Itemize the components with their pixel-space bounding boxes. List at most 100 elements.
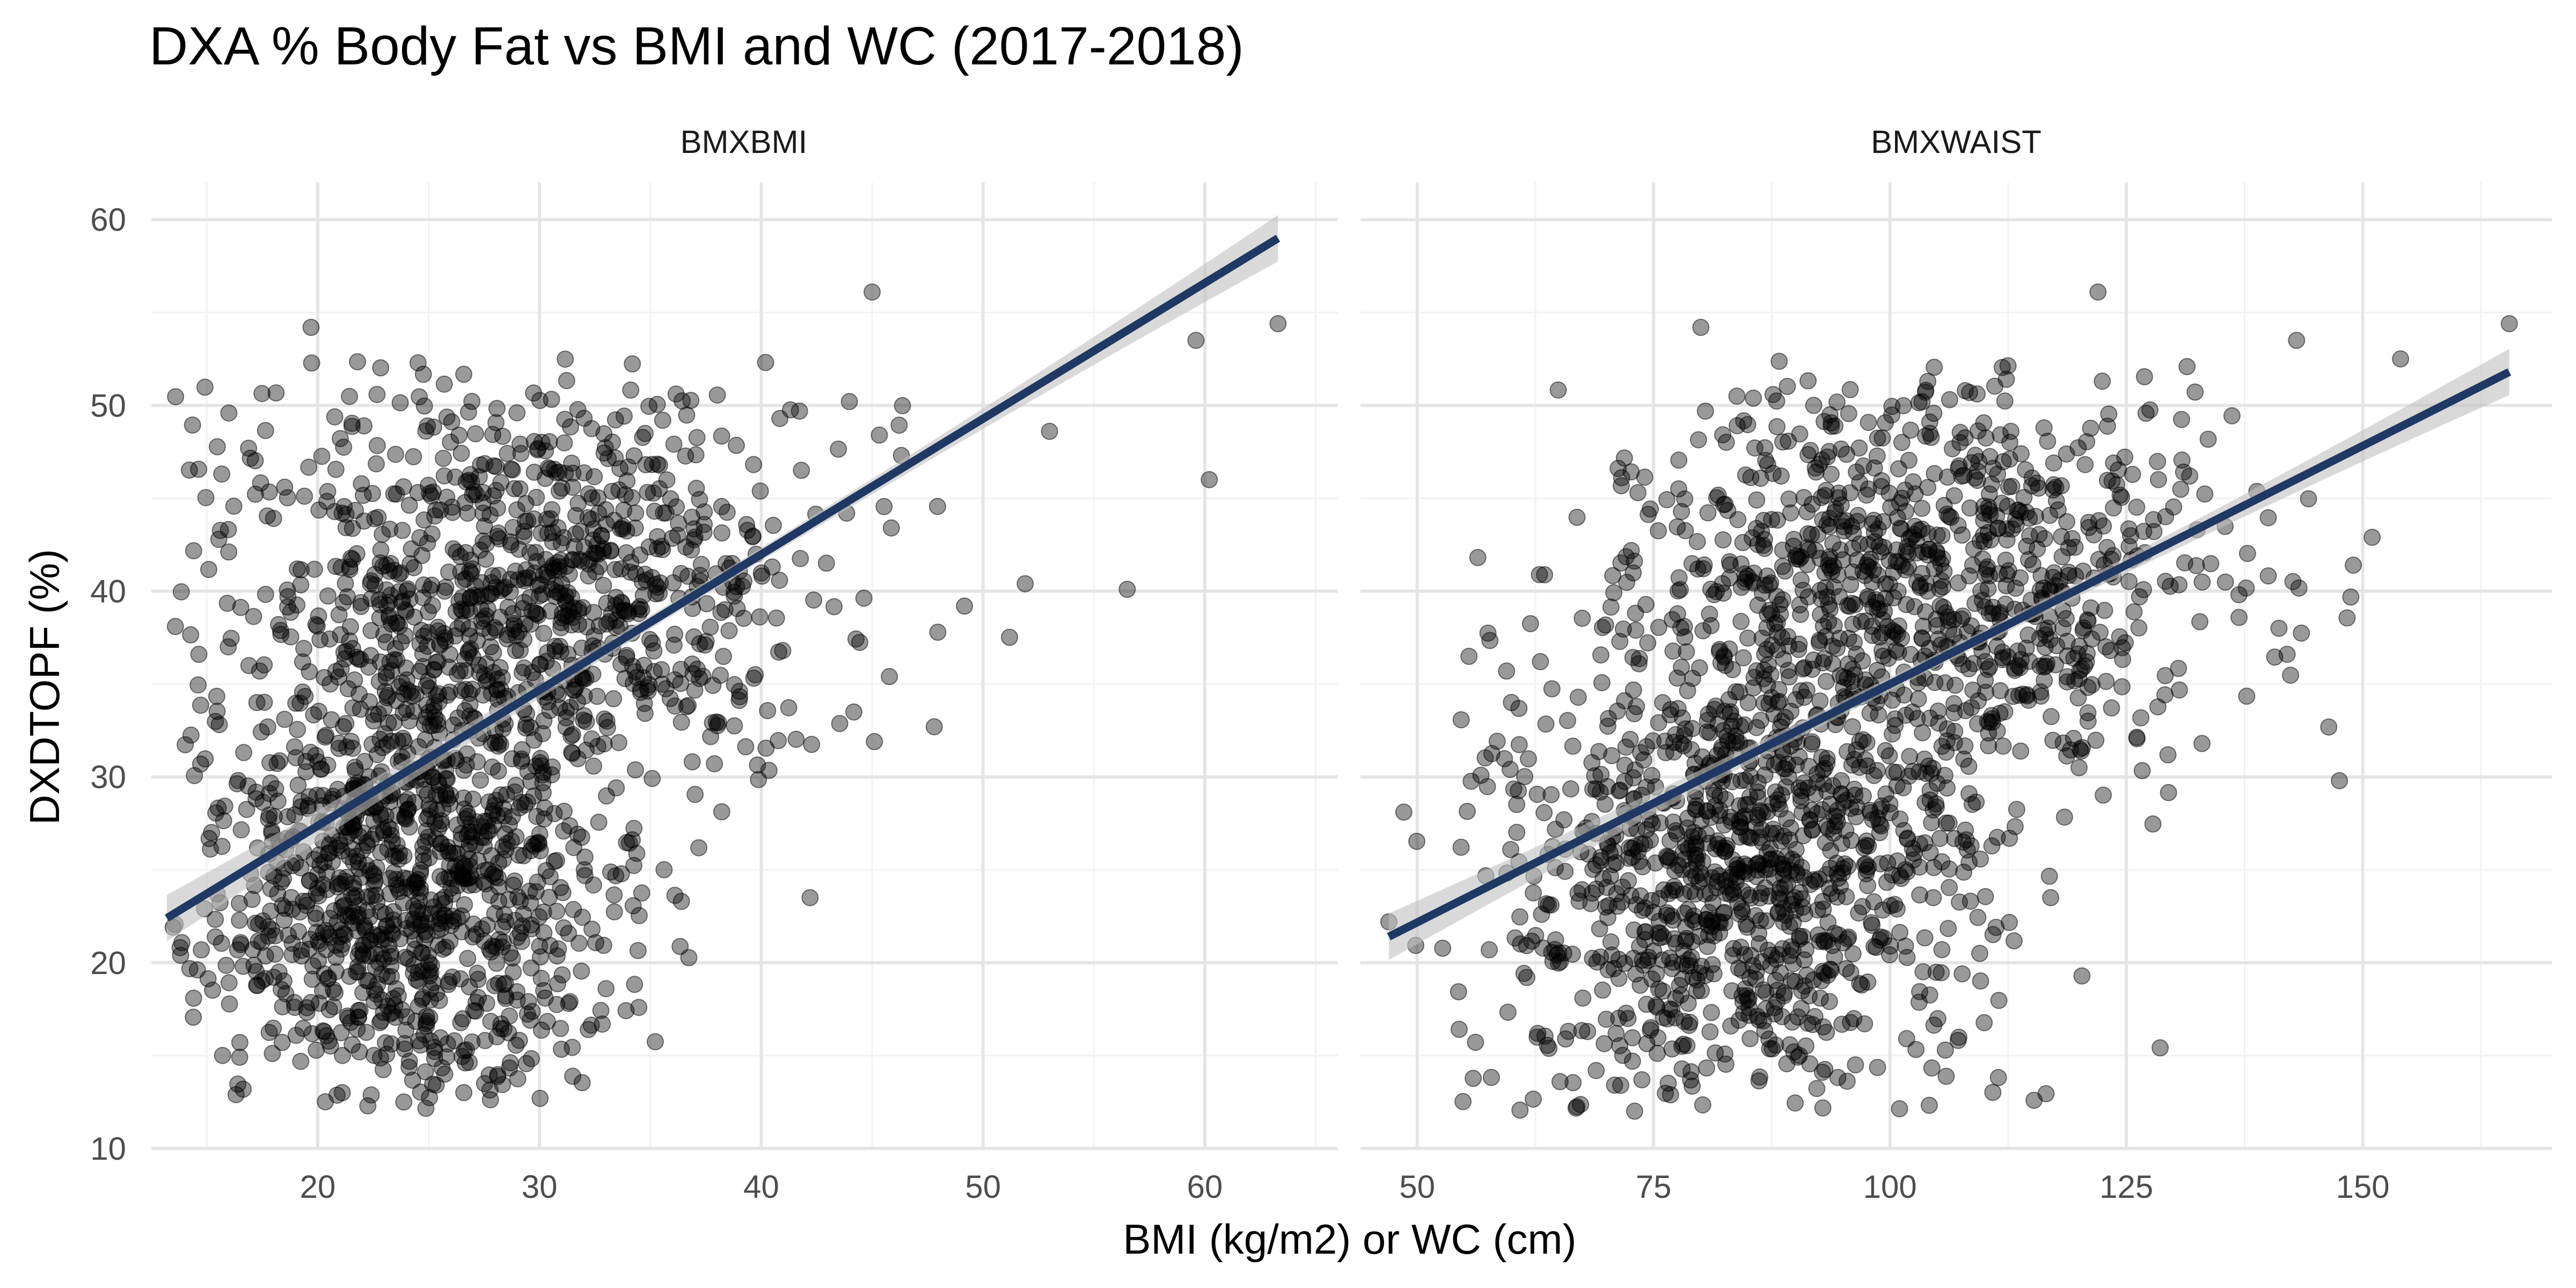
- data-point: [1679, 682, 1696, 699]
- data-point: [1926, 465, 1943, 482]
- data-point: [1700, 926, 1717, 943]
- data-point: [2331, 772, 2348, 789]
- data-point: [1941, 391, 1958, 408]
- data-point: [1774, 855, 1791, 873]
- y-tick-labels: 10 20 30 40 50 60: [90, 202, 126, 1167]
- data-point: [421, 1089, 438, 1107]
- data-point: [624, 355, 641, 372]
- data-point: [287, 694, 305, 712]
- data-point: [1820, 443, 1838, 460]
- data-point: [469, 971, 487, 988]
- data-point: [716, 601, 734, 619]
- data-point: [452, 444, 470, 462]
- data-point: [383, 1035, 400, 1053]
- data-point: [463, 393, 481, 410]
- data-point: [780, 699, 797, 716]
- data-point: [414, 365, 432, 383]
- data-point: [308, 910, 325, 927]
- data-point: [346, 671, 363, 689]
- data-point: [744, 528, 762, 545]
- data-point: [2259, 567, 2277, 585]
- data-point: [726, 587, 743, 605]
- data-point: [606, 449, 624, 467]
- data-point: [760, 762, 778, 779]
- data-point: [1913, 500, 1931, 517]
- data-point: [523, 1002, 541, 1020]
- data-point: [220, 543, 238, 561]
- x-tick-label: 125: [2099, 1169, 2153, 1205]
- data-point: [603, 482, 621, 500]
- data-point: [2097, 638, 2115, 656]
- data-point: [1626, 838, 1644, 855]
- data-point: [1628, 698, 1645, 715]
- y-tick-label: 30: [90, 759, 126, 795]
- data-point: [1689, 560, 1707, 578]
- data-point: [1930, 714, 1948, 732]
- data-point: [513, 750, 530, 768]
- data-point: [1886, 624, 1904, 641]
- scatter-points-waist: [1380, 283, 2518, 1120]
- data-point: [257, 586, 274, 603]
- data-point: [295, 640, 313, 657]
- data-point: [730, 683, 748, 700]
- data-point: [2103, 472, 2121, 490]
- data-point: [200, 830, 218, 847]
- data-point: [1857, 612, 1875, 630]
- data-point: [1692, 812, 1710, 830]
- data-point: [240, 440, 258, 457]
- data-point: [1946, 676, 1964, 694]
- data-point: [636, 705, 654, 722]
- data-point: [1678, 643, 1695, 661]
- data-point: [506, 872, 523, 890]
- data-point: [1673, 1060, 1691, 1078]
- data-point: [678, 406, 696, 424]
- data-point: [477, 672, 495, 690]
- data-point: [543, 501, 561, 518]
- data-point: [173, 934, 191, 952]
- data-point: [435, 625, 453, 642]
- data-point: [270, 963, 288, 981]
- data-point: [1964, 557, 1981, 574]
- data-point: [1657, 1085, 1674, 1102]
- data-point: [2116, 448, 2134, 466]
- data-point: [490, 567, 508, 584]
- data-point: [502, 533, 519, 551]
- data-point: [373, 991, 391, 1009]
- data-point: [1511, 1101, 1529, 1119]
- data-point: [1953, 467, 1971, 485]
- data-point: [1795, 489, 1813, 507]
- data-point: [1832, 785, 1850, 803]
- data-point: [1996, 392, 2014, 410]
- data-point: [1911, 886, 1929, 904]
- data-point: [1996, 703, 2014, 721]
- data-point: [407, 971, 425, 989]
- data-point: [190, 646, 208, 663]
- data-point: [327, 963, 345, 980]
- data-point: [1979, 661, 1997, 678]
- data-point: [370, 591, 388, 609]
- data-point: [1599, 718, 1616, 735]
- data-point: [519, 793, 536, 811]
- data-point: [339, 680, 357, 698]
- data-point: [1510, 700, 1528, 717]
- data-point: [2019, 626, 2037, 644]
- data-point: [400, 496, 418, 514]
- data-point: [649, 455, 667, 473]
- data-point: [208, 687, 225, 705]
- data-point: [665, 435, 683, 453]
- data-point: [792, 550, 809, 567]
- data-point: [435, 375, 453, 393]
- data-point: [1794, 898, 1812, 916]
- data-point: [438, 408, 456, 426]
- data-point: [1999, 566, 2016, 583]
- data-point: [774, 642, 792, 660]
- data-point: [235, 744, 253, 762]
- data-point: [586, 468, 603, 486]
- data-point: [757, 740, 775, 757]
- data-point: [1569, 689, 1587, 706]
- data-point: [555, 919, 573, 936]
- data-point: [349, 963, 367, 981]
- data-point: [622, 381, 640, 399]
- data-point: [327, 839, 345, 857]
- data-point: [625, 819, 643, 837]
